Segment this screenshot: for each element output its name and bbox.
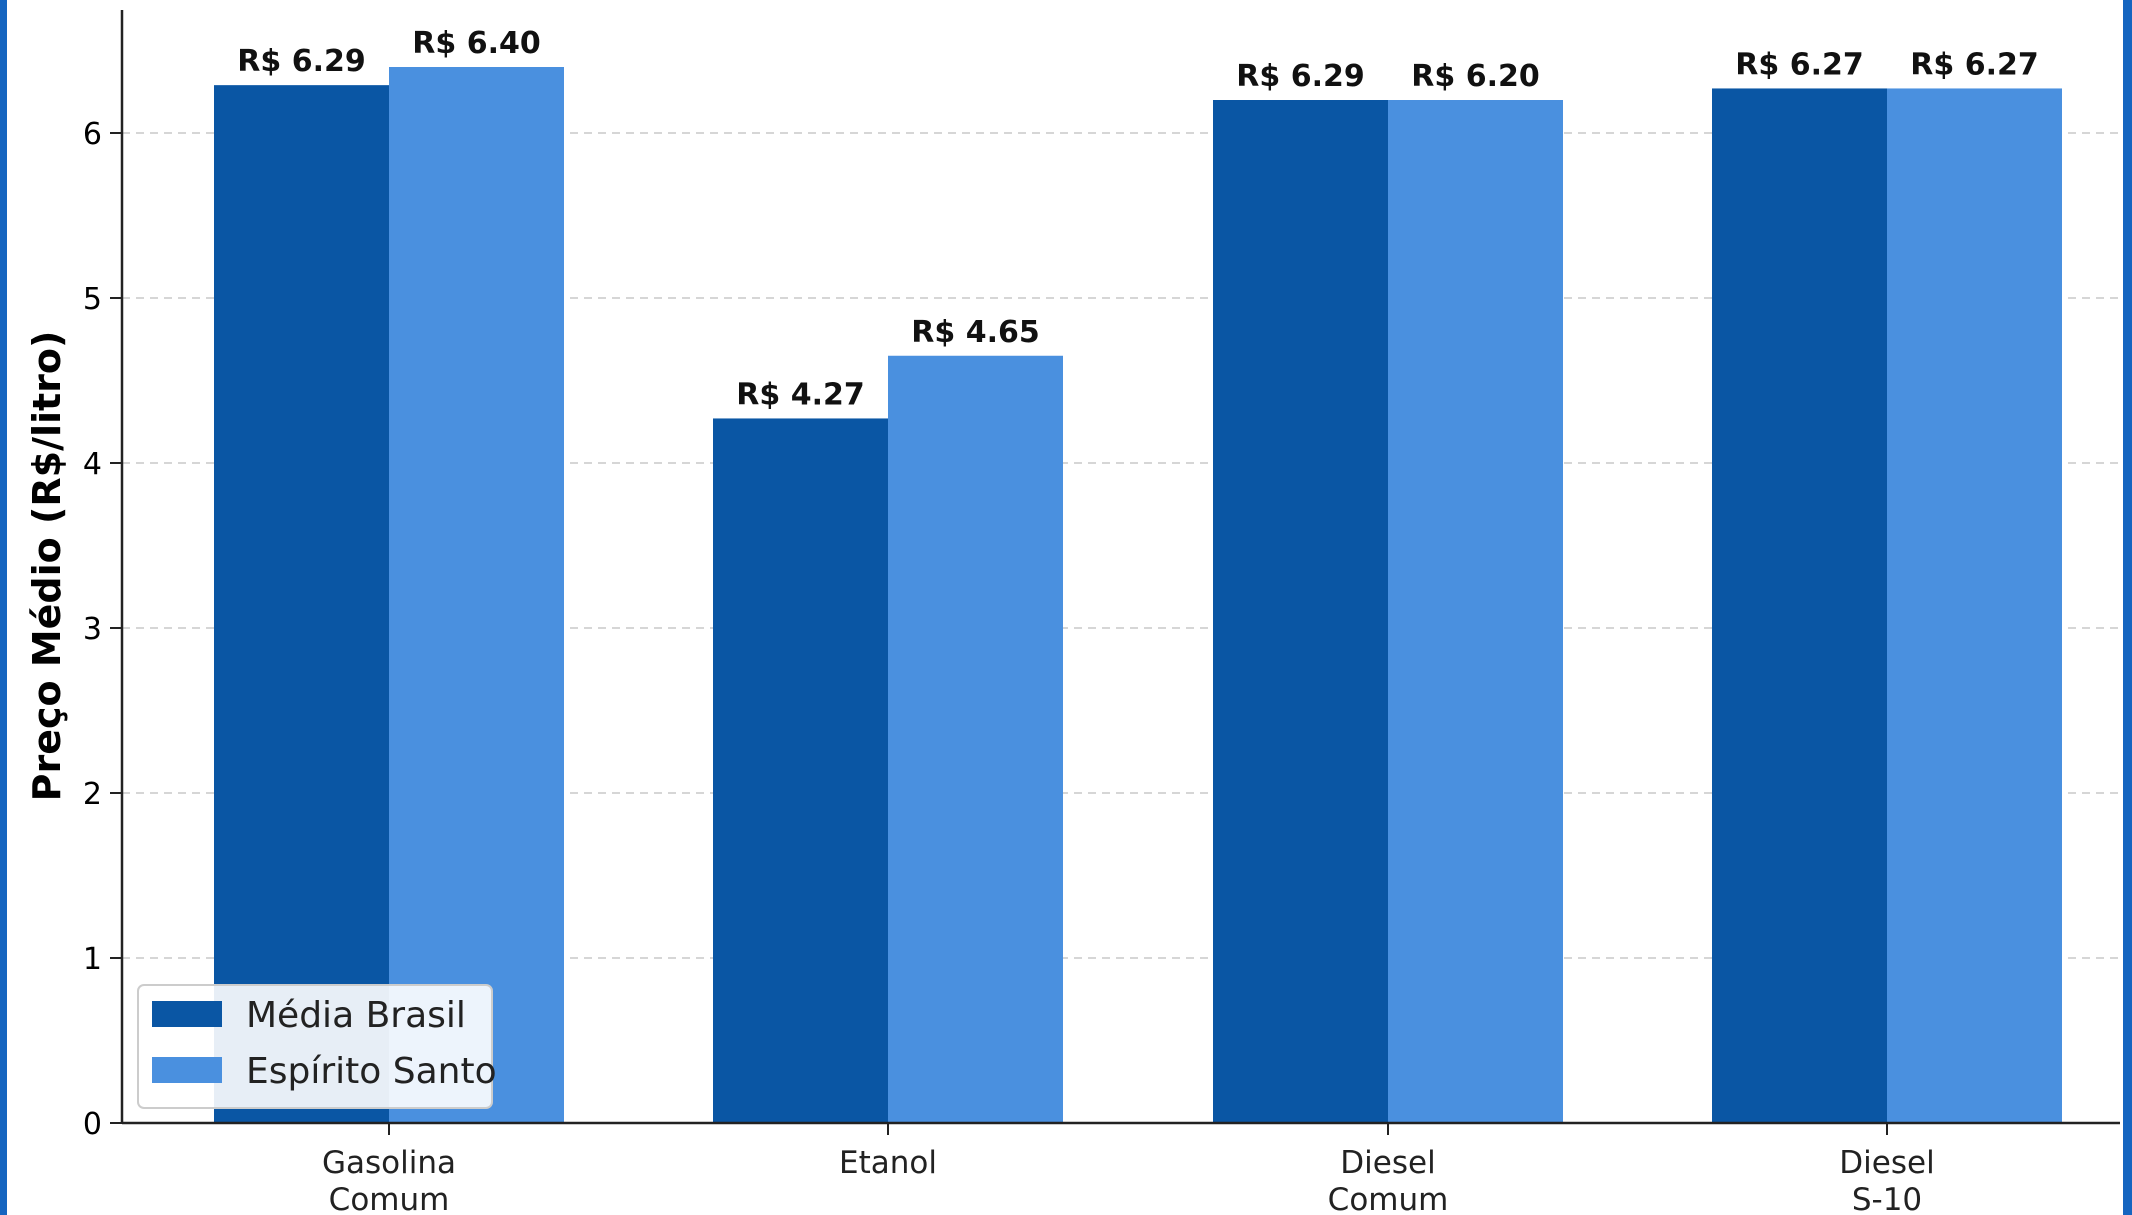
y-tick-label: 6: [83, 117, 102, 152]
left-edge-stripe: [0, 0, 7, 1215]
bar-value-label: R$ 6.40: [412, 26, 540, 61]
bars: [214, 67, 2062, 1124]
x-tick-label: Diesel S-10: [1839, 1145, 1934, 1215]
x-tick-label: Gasolina Comum: [322, 1145, 456, 1215]
y-tick-label: 3: [83, 612, 102, 647]
bar-value-label: R$ 4.65: [911, 315, 1039, 350]
y-tick-label: 5: [83, 282, 102, 317]
grid-lines: [122, 132, 2120, 959]
bar-espirito-santo: [888, 355, 1063, 1123]
bar-espirito-santo: [1887, 88, 2062, 1124]
bar-value-label: R$ 6.29: [1236, 59, 1364, 94]
bar-espirito-santo: [1388, 100, 1563, 1123]
bar-value-label: R$ 6.20: [1411, 59, 1539, 94]
legend-box: [137, 984, 493, 1109]
x-tick-label: Diesel Comum: [1328, 1145, 1449, 1215]
axes: 0 1 2 3 4 5 6 Gasolina Comum Etanol Diesel Comum Die…: [83, 10, 2120, 1215]
legend-swatch: [152, 1057, 222, 1083]
legend-label: Espírito Santo: [246, 1051, 497, 1092]
legend: Média Brasil Espírito Santo: [137, 984, 497, 1109]
bar-value-label: R$ 6.27: [1735, 47, 1863, 82]
bar-media-brasil: [1213, 100, 1388, 1123]
y-tick-label: 4: [83, 447, 102, 482]
y-axis-label: Preço Médio (R$/litro): [25, 331, 69, 802]
legend-label: Média Brasil: [246, 995, 466, 1036]
bar-value-labels: R$ 6.29 R$ 4.27 R$ 6.29 R$ 6.27 R$ 6.40 R$ 4.…: [237, 26, 2038, 412]
bar-media-brasil: [214, 85, 389, 1123]
bar-media-brasil: [1712, 88, 1887, 1124]
bar-value-label: R$ 6.27: [1910, 47, 2038, 82]
right-edge-stripe: [2123, 0, 2132, 1215]
x-tick-label: Etanol: [839, 1145, 937, 1181]
bar-value-label: R$ 6.29: [237, 44, 365, 79]
bar-value-label: R$ 4.27: [736, 377, 864, 412]
y-tick-label: 2: [83, 777, 102, 812]
y-tick-label: 1: [83, 942, 102, 977]
legend-swatch: [152, 1001, 222, 1027]
y-tick-label: 0: [83, 1107, 102, 1142]
bar-media-brasil: [713, 418, 888, 1123]
bar-espirito-santo: [389, 67, 564, 1123]
